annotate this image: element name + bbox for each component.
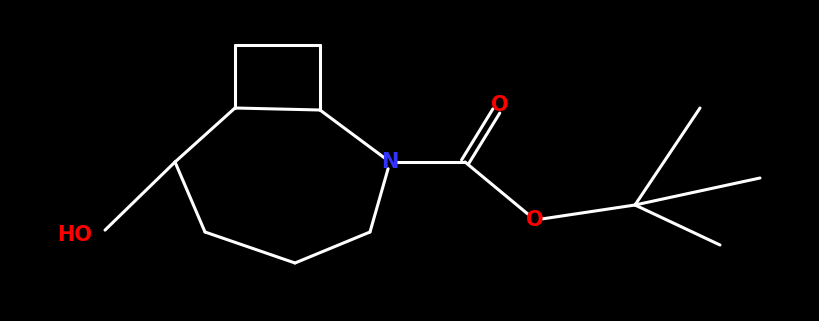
Text: O: O: [491, 95, 509, 115]
Text: N: N: [382, 152, 399, 172]
Text: O: O: [526, 210, 544, 230]
Text: HO: HO: [57, 225, 92, 245]
